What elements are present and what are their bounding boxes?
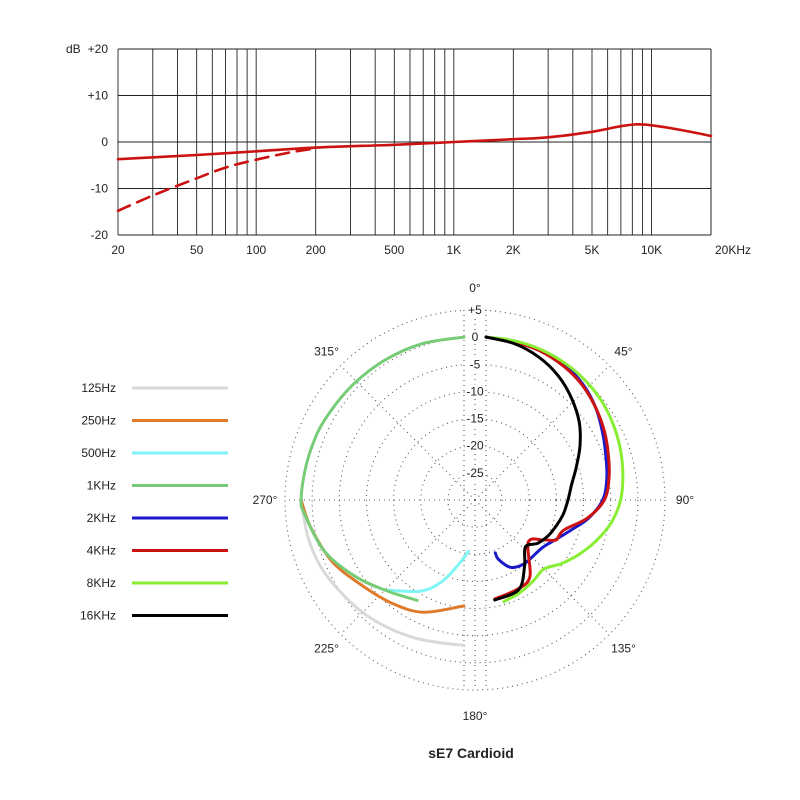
ring-label-bg — [465, 357, 485, 372]
x-tick-label: 100 — [246, 243, 266, 257]
polar-ring — [393, 418, 557, 582]
polar-line-1khz — [299, 335, 466, 602]
ring-label-bg — [465, 303, 485, 317]
ring-label: -5 — [470, 357, 481, 371]
legend-label: 16KHz — [80, 609, 116, 623]
x-tick-label: 20KHz — [715, 243, 751, 257]
polar-ring — [311, 336, 639, 664]
ring-label-bg — [465, 411, 485, 426]
legend-label: 500Hz — [81, 446, 116, 460]
polar-line-250hz — [299, 498, 466, 614]
angle-label: 225° — [314, 641, 339, 655]
legend-label: 2KHz — [87, 511, 116, 525]
angle-label: 0° — [469, 281, 481, 295]
polar-spoke — [474, 365, 610, 501]
ring-label: -20 — [466, 439, 484, 453]
polar-spoke — [340, 365, 476, 501]
angle-label: 135° — [611, 641, 636, 655]
angle-label: 90° — [676, 493, 694, 507]
polar-line-4khz — [484, 335, 611, 601]
frequency-response-grid — [117, 48, 712, 236]
x-tick-label: 500 — [384, 243, 404, 257]
y-tick-label: 0 — [101, 135, 108, 149]
response-line-low-cut — [116, 147, 317, 213]
polar-line-500hz — [386, 549, 470, 594]
chart-title: sE7 Cardioid — [428, 745, 514, 761]
x-tick-label: 20 — [111, 243, 125, 257]
x-tick-label: 5K — [585, 243, 600, 257]
polar-pattern-lines — [299, 335, 625, 647]
ring-label: +5 — [468, 303, 482, 317]
polar-ring — [284, 309, 666, 691]
polar-grid — [284, 309, 666, 691]
ring-label: -25 — [466, 466, 484, 480]
polar-spoke — [340, 499, 476, 635]
angle-label: 180° — [463, 709, 488, 723]
y-unit-label: dB — [66, 42, 81, 56]
polar-spoke — [474, 499, 610, 635]
ring-label: -15 — [466, 412, 484, 426]
polar-line-8khz — [484, 335, 625, 604]
polar-line-2khz — [484, 335, 609, 570]
ring-label: -10 — [466, 384, 484, 398]
x-tick-label: 50 — [190, 243, 204, 257]
y-tick-label: +20 — [88, 42, 109, 56]
x-tick-label: 10K — [641, 243, 662, 257]
polar-line-16khz — [484, 335, 582, 602]
x-tick-label: 2K — [506, 243, 521, 257]
y-tick-label: -20 — [91, 228, 109, 242]
ring-label-bg — [465, 384, 485, 399]
ring-label-bg — [465, 330, 485, 345]
polar-ring — [365, 390, 585, 610]
response-line-flat — [116, 122, 713, 161]
ring-label: 0 — [472, 330, 479, 344]
ring-label-bg — [465, 438, 485, 453]
legend-label: 250Hz — [81, 414, 116, 428]
polar-labels: +5 0 -5 -10 -15 -20 -25 0° 45° 90° 135° 180° 225° 270… — [253, 281, 695, 723]
ring-label-bg — [465, 465, 485, 480]
legend: 125Hz 250Hz 500Hz 1KHz 2KHz 4KHz 8KHz 16KHz — [80, 381, 228, 623]
legend-label: 4KHz — [87, 544, 116, 558]
y-tick-label: -10 — [91, 182, 109, 196]
legend-label: 1KHz — [87, 479, 116, 493]
frequency-response-labels: +20 +10 0 -10 -20 dB 20 50 100 200 500 1K 2K 5K 10K 20K… — [66, 42, 751, 257]
polar-line-125hz — [299, 498, 466, 647]
angle-label: 315° — [314, 345, 339, 359]
angle-label: 45° — [614, 345, 632, 359]
x-tick-label: 200 — [306, 243, 326, 257]
polar-ring — [447, 472, 503, 528]
x-tick-label: 1K — [446, 243, 461, 257]
y-tick-label: +10 — [88, 89, 109, 103]
legend-label: 8KHz — [87, 576, 116, 590]
angle-label: 270° — [253, 493, 278, 507]
frequency-response-lines — [116, 122, 713, 213]
legend-label: 125Hz — [81, 381, 116, 395]
